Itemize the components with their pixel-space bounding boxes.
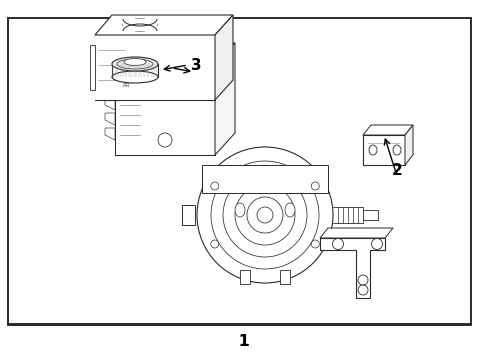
Polygon shape [320,238,385,298]
Polygon shape [405,125,413,165]
Polygon shape [105,113,115,125]
Ellipse shape [124,58,146,66]
Polygon shape [95,35,215,100]
Polygon shape [363,135,405,165]
Ellipse shape [369,145,377,155]
Text: 1: 1 [239,333,249,348]
Polygon shape [202,170,328,193]
Circle shape [235,185,295,245]
Polygon shape [105,83,115,95]
Circle shape [211,161,319,269]
Bar [8,18,471,325]
Circle shape [223,173,307,257]
Circle shape [247,197,283,233]
Bar [363,210,378,220]
Text: 2: 2 [392,162,402,177]
Ellipse shape [112,57,158,71]
Ellipse shape [123,19,157,31]
Circle shape [211,240,219,248]
Polygon shape [105,128,115,140]
Ellipse shape [285,203,295,217]
Circle shape [358,275,368,285]
Text: 3: 3 [191,58,201,72]
Bar [280,270,290,284]
Bar [95,35,215,100]
Polygon shape [363,125,413,135]
Polygon shape [115,43,235,65]
Polygon shape [320,228,393,238]
Ellipse shape [112,71,158,83]
Text: RR: RR [123,83,131,88]
Circle shape [158,133,172,147]
Bar [240,270,250,284]
Polygon shape [182,205,195,225]
Circle shape [211,182,219,190]
Circle shape [371,239,383,249]
Circle shape [257,207,273,223]
Ellipse shape [393,145,401,155]
Text: 1: 1 [239,333,249,348]
Circle shape [311,182,319,190]
Polygon shape [105,98,115,110]
Circle shape [358,285,368,295]
Bar [123,19,157,31]
Polygon shape [115,65,215,155]
Polygon shape [202,165,328,193]
Polygon shape [215,15,233,100]
Ellipse shape [127,21,153,29]
Polygon shape [215,43,235,155]
Polygon shape [90,45,95,90]
Circle shape [197,147,333,283]
Ellipse shape [235,203,245,217]
Circle shape [333,239,343,249]
Ellipse shape [117,59,153,69]
Polygon shape [95,15,233,35]
Circle shape [311,240,319,248]
